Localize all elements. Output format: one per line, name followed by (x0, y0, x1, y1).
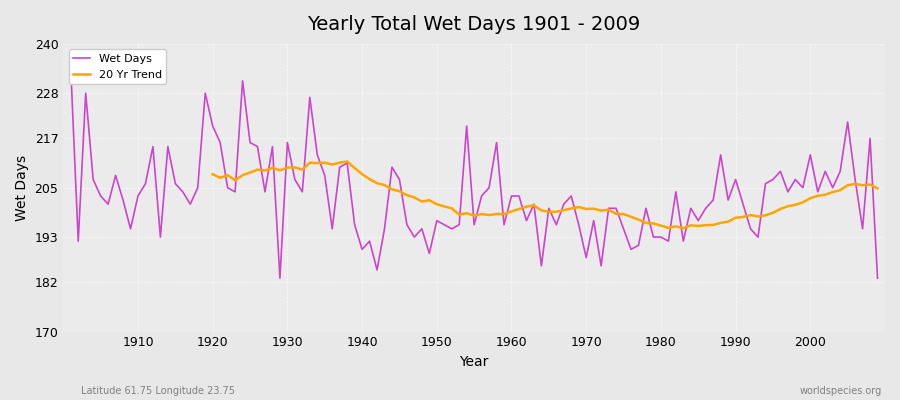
Wet Days (274, 276, 285, 280)
20 Yr Trend (872, 186, 883, 191)
Wet Days (342, 161, 353, 166)
Wet Days (297, 190, 308, 194)
Text: worldspecies.org: worldspecies.org (800, 386, 882, 396)
20 Yr Trend (506, 209, 517, 214)
Wet Days (603, 206, 614, 211)
Text: Latitude 61.75 Longitude 23.75: Latitude 61.75 Longitude 23.75 (81, 386, 235, 396)
X-axis label: Year: Year (460, 355, 489, 369)
Wet Days (872, 276, 883, 280)
Wet Days (506, 194, 517, 198)
Line: Wet Days: Wet Days (71, 68, 878, 278)
20 Yr Trend (596, 208, 607, 213)
20 Yr Trend (499, 212, 509, 216)
Line: 20 Yr Trend: 20 Yr Trend (212, 162, 878, 228)
20 Yr Trend (334, 160, 345, 165)
Y-axis label: Wet Days: Wet Days (15, 155, 29, 221)
20 Yr Trend (290, 165, 301, 170)
Legend: Wet Days, 20 Yr Trend: Wet Days, 20 Yr Trend (68, 50, 166, 84)
Wet Days (514, 194, 525, 198)
Title: Yearly Total Wet Days 1901 - 2009: Yearly Total Wet Days 1901 - 2009 (308, 15, 641, 34)
Wet Days (125, 226, 136, 231)
Wet Days (66, 66, 77, 71)
